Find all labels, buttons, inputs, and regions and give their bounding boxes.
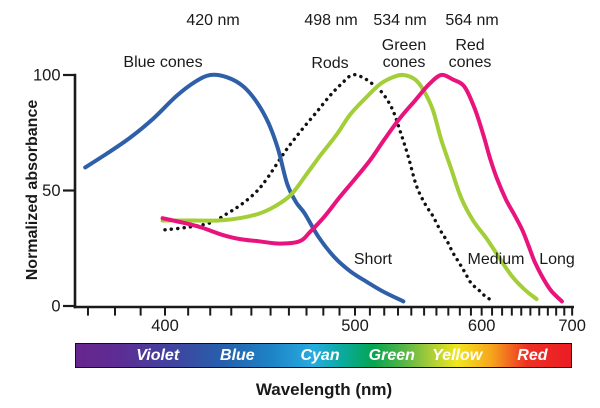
spectrum-label-green: Green: [368, 346, 415, 364]
peak-label-420nm: 420 nm: [186, 12, 240, 29]
y-tick-label: 50: [42, 182, 60, 200]
peak-label-498nm: 498 nm: [304, 12, 358, 29]
annotation-long: Long: [539, 251, 575, 268]
red-cones-curve: [160, 72, 564, 304]
spectrum-label-blue: Blue: [220, 346, 255, 364]
curve-label-blue-cones: Blue cones: [123, 54, 203, 71]
green-cones-curve: [160, 72, 539, 302]
annotation-short: Short: [353, 251, 393, 268]
x-tick-label: 700: [558, 317, 586, 335]
x-tick-label: 600: [468, 317, 496, 335]
curve-label-rods: Rods: [311, 55, 349, 72]
blue-cones-curve: [83, 72, 406, 304]
peak-label-564nm: 564 nm: [445, 12, 499, 29]
annotation-medium: Medium: [467, 251, 525, 268]
spectrum-label-yellow: Yellow: [432, 346, 483, 364]
x-axis-title: Wavelength (nm): [255, 380, 393, 399]
x-tick-label: 500: [341, 317, 369, 335]
peak-label-534nm: 534 nm: [373, 12, 427, 29]
y-tick-label: 0: [51, 298, 60, 316]
curve-label-green-cones: Green cones: [381, 37, 427, 71]
spectrum-label-red: Red: [517, 346, 548, 364]
spectrum-label-cyan: Cyan: [300, 346, 340, 364]
x-tick-label: 400: [151, 317, 179, 335]
y-axis-title: Normalized absorbance: [24, 99, 41, 281]
rods-curve: [163, 72, 496, 304]
y-tick-label: 100: [33, 67, 61, 85]
curve-label-red-cones: Red cones: [448, 37, 492, 71]
wavelength-spectrum-bar: Violet Blue Cyan Green Yellow Red: [75, 343, 572, 368]
spectrum-label-violet: Violet: [136, 346, 180, 364]
